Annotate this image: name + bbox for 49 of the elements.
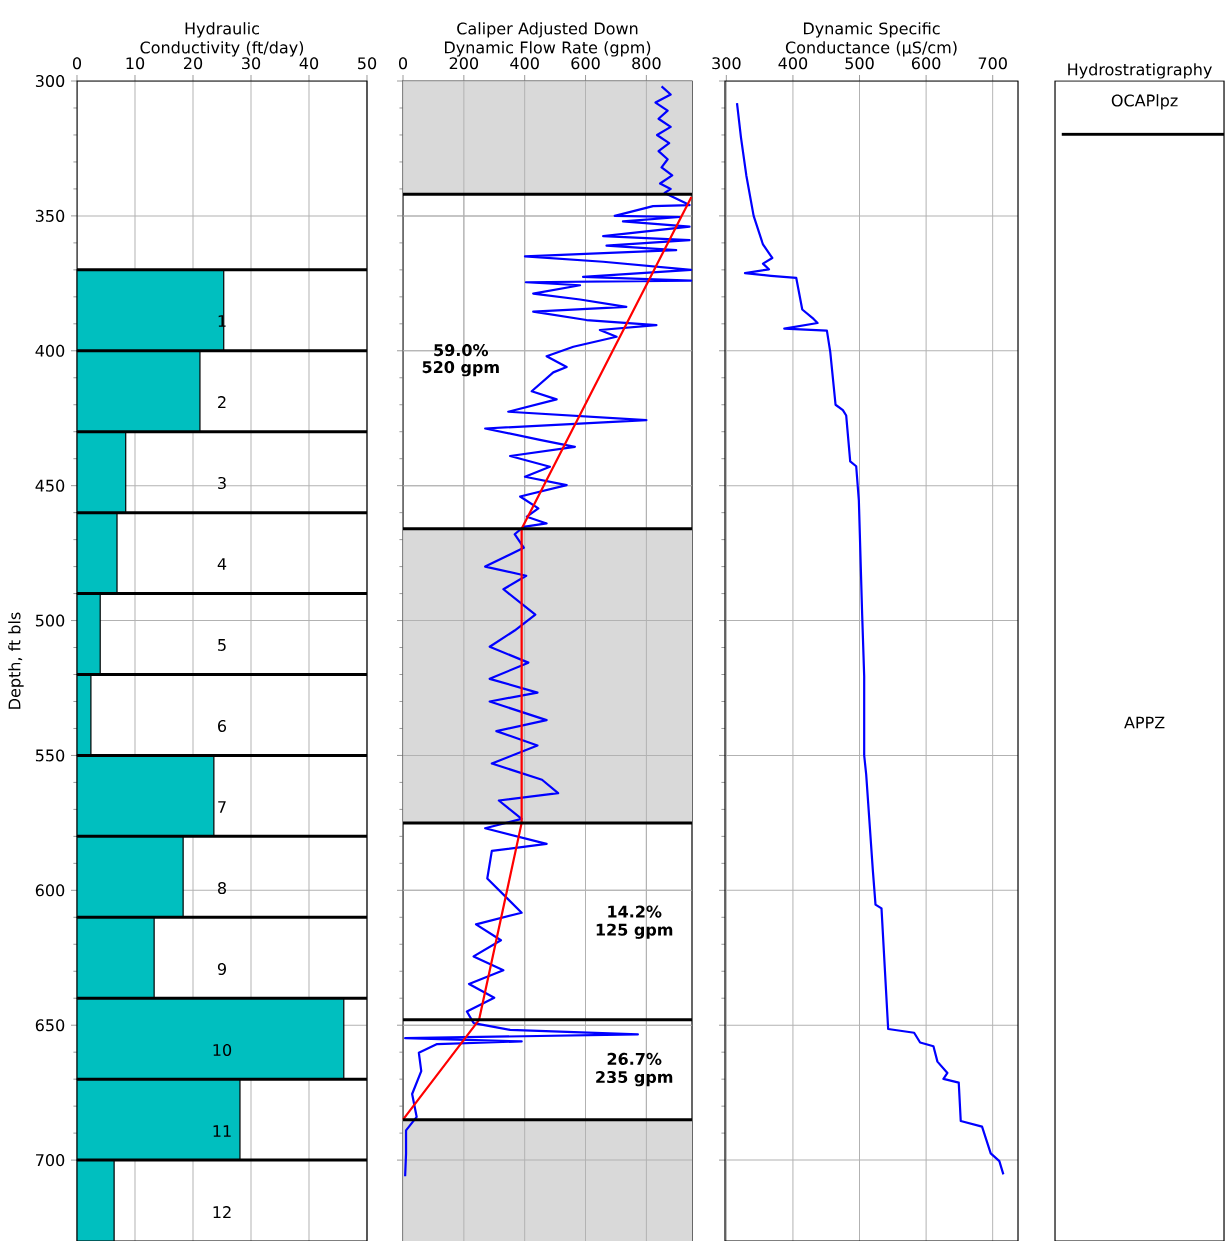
annotation: 11 [213, 1125, 231, 1137]
text: APPZ [1124, 716, 1165, 729]
x-tick-label: 200 [449, 57, 479, 70]
y-tick-label: 650 [35, 1019, 65, 1032]
x-tick-label: 600 [911, 57, 941, 70]
text: Hydrostratigraphy [1068, 63, 1212, 79]
x-tick-label: 500 [845, 57, 874, 70]
annotation: 8 [218, 881, 227, 895]
annotation: 2 [218, 396, 226, 408]
chart-title: Caliper Adjusted Down Dynamic Flow Rate (gpm) [444, 22, 651, 57]
x-tick-label: 40 [299, 57, 319, 70]
x-tick-label: 600 [571, 57, 600, 70]
x-tick-label: 10 [126, 57, 145, 70]
x-tick-label: 800 [632, 57, 661, 70]
x-tick-label: 400 [510, 57, 539, 70]
y-tick-label: 500 [35, 614, 65, 627]
y-tick-label: 350 [35, 209, 65, 222]
y-tick-label: 300 [35, 74, 65, 88]
x-tick-label: 20 [183, 57, 203, 70]
x-tick-label: 0 [72, 57, 82, 70]
annotation: 7 [218, 801, 226, 813]
y-tick-label: 550 [35, 749, 65, 762]
annotation: 5 [218, 639, 226, 651]
annotation: 235 gpm [596, 1070, 673, 1087]
x-tick-label: 700 [978, 57, 1007, 70]
annotation: 125 gpm [596, 923, 673, 939]
y-tick-label: 700 [36, 1154, 65, 1167]
chart-title: Dynamic Specific Conductance (µS/cm) [785, 22, 957, 57]
x-tick-label: 30 [242, 57, 261, 70]
annotation: 26.7% [607, 1052, 662, 1065]
annotation: 10 [213, 1043, 232, 1057]
x-tick-label: 0 [398, 57, 408, 70]
annotation: 59.0% [434, 344, 489, 357]
x-tick-label: 300 [712, 57, 741, 70]
y-tick-label: 400 [35, 344, 65, 357]
annotation: 9 [217, 962, 226, 976]
y-tick-label: 450 [35, 479, 65, 492]
annotation: 14.2% [608, 905, 662, 918]
annotation: 4 [217, 558, 227, 570]
annotation: 3 [218, 476, 226, 490]
chart-title: Hydraulic Conductivity (ft/day) [140, 22, 304, 57]
annotation: 6 [218, 719, 227, 733]
annotation: 12 [213, 1206, 231, 1218]
y-axis-title: Depth, ft bls [8, 612, 24, 709]
annotation: 520 gpm [422, 361, 499, 377]
y-tick-label: 600 [35, 884, 65, 897]
x-tick-label: 400 [778, 57, 808, 70]
x-tick-label: 50 [358, 57, 377, 70]
text: OCAPlpz [1111, 94, 1178, 110]
